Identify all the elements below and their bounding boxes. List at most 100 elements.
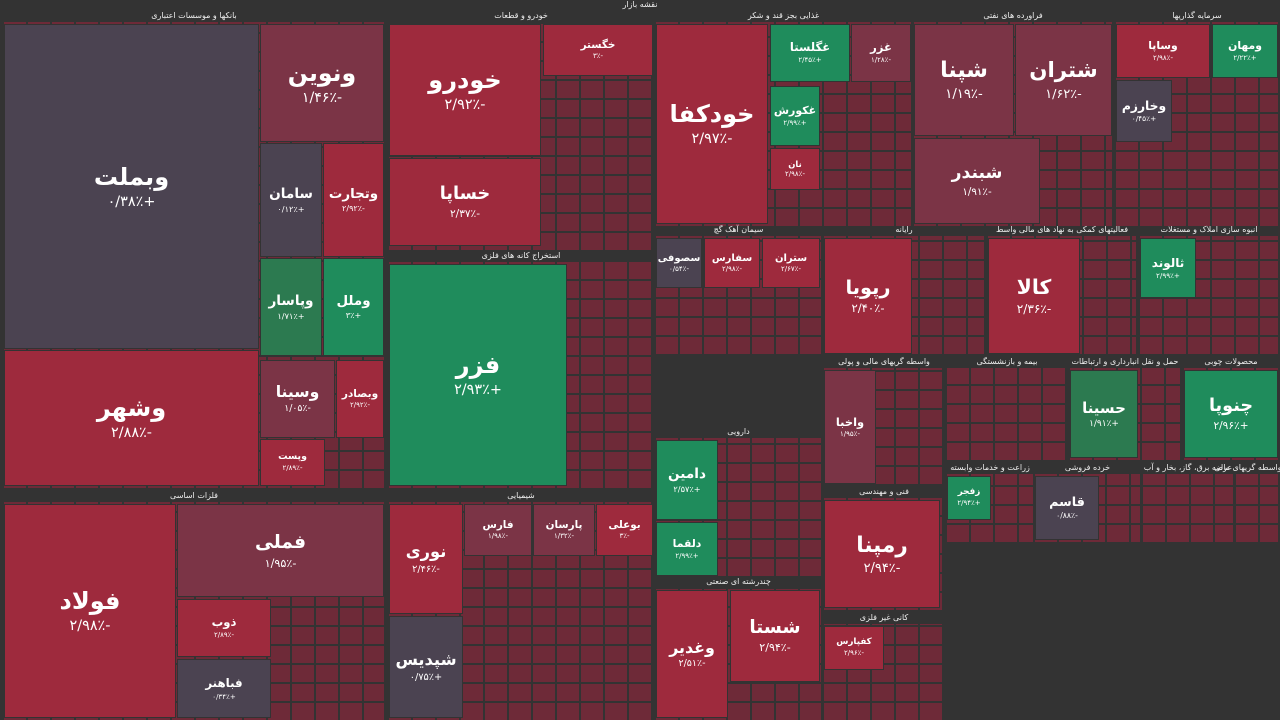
stock-name: نان <box>788 158 802 169</box>
stock-tile[interactable]: نان -۲/۹۸٪ <box>770 148 820 190</box>
stock-tile[interactable]: ذوب -۲/۸۹٪ <box>177 599 271 657</box>
sector-title: شیمیایی <box>507 491 535 500</box>
stock-tile[interactable]: سامان +۰/۱۲٪ <box>260 143 322 257</box>
stock-change: +۳٪ <box>345 310 362 320</box>
stock-name: وغدیر <box>669 637 715 657</box>
stock-name: ونوین <box>287 58 357 87</box>
stock-change: -۲/۴۰٪ <box>851 301 885 316</box>
stock-tile[interactable]: وتجارت -۲/۹۲٪ <box>323 143 384 257</box>
sector-title: حمل و نقل انبارداری و ارتباطات <box>1071 357 1179 366</box>
stock-tile[interactable]: وخارزم +۰/۴۵٪ <box>1116 80 1172 142</box>
stock-name: ثالوند <box>1151 256 1185 271</box>
stock-tile[interactable]: غزر -۱/۲۸٪ <box>851 24 911 82</box>
stock-name: فزر <box>455 351 501 380</box>
stock-tile[interactable]: فزر +۲/۹۳٪ <box>389 264 567 486</box>
stock-name: دامین <box>668 466 706 483</box>
stock-tile[interactable]: وغدیر -۲/۵۱٪ <box>656 590 728 718</box>
stock-name: شپنا <box>940 58 988 84</box>
stock-change: -۳٪ <box>592 52 604 61</box>
stock-tile[interactable]: شپدیس +۰/۷۵٪ <box>389 616 463 718</box>
stock-tile[interactable]: بوعلی -۳٪ <box>596 504 653 556</box>
stock-change: -۲/۶۷٪ <box>781 265 801 274</box>
stock-tile[interactable]: شستا -۲/۹۴٪ <box>730 590 820 682</box>
stock-tile[interactable]: شبندر -۱/۹۱٪ <box>914 138 1040 224</box>
stock-tile[interactable]: فارس -۱/۹۸٪ <box>464 504 532 556</box>
stock-tile[interactable]: غکورش +۲/۹۹٪ <box>770 86 820 146</box>
stock-tile[interactable]: کفپارس -۲/۹۶٪ <box>824 626 884 670</box>
stock-tile[interactable]: خساپا -۲/۳۷٪ <box>389 158 541 246</box>
stock-name: بوعلی <box>608 519 641 532</box>
stock-tile[interactable]: واخبا -۱/۹۵٪ <box>824 370 876 484</box>
stock-tile[interactable]: ثالوند +۲/۹۹٪ <box>1140 238 1196 298</box>
stock-tile[interactable]: خگستر -۳٪ <box>543 24 653 76</box>
stock-name: وتجارت <box>328 186 379 202</box>
stock-tile[interactable]: نوری -۲/۴۶٪ <box>389 504 463 614</box>
stock-change: +۱/۷۱٪ <box>277 310 305 321</box>
sector-title: زراعت و خدمات وابسته <box>950 463 1030 472</box>
stock-tile[interactable]: پارسان -۱/۳۲٪ <box>533 504 595 556</box>
stock-tile[interactable]: وپاسار +۱/۷۱٪ <box>260 258 322 356</box>
stock-tile[interactable]: وبصادر -۲/۹۲٪ <box>336 360 384 438</box>
stock-tile[interactable]: ستران -۲/۶۷٪ <box>762 238 820 288</box>
stock-tile[interactable]: فولاد -۲/۹۸٪ <box>4 504 176 718</box>
stock-tile[interactable]: وشهر -۲/۸۸٪ <box>4 350 259 486</box>
stock-change: +۲/۹۹٪ <box>675 551 699 560</box>
stock-tile[interactable]: رپویا -۲/۴۰٪ <box>824 238 912 354</box>
stock-tile[interactable]: دلقما +۲/۹۹٪ <box>656 522 718 576</box>
stock-name: غکورش <box>773 103 817 117</box>
stock-name: وخارزم <box>1121 98 1167 113</box>
stock-change: +۲/۴۵٪ <box>798 56 822 65</box>
stock-tile[interactable]: فباهنر +۰/۳۴٪ <box>177 659 271 718</box>
stock-tile[interactable]: وبملت +۰/۳۸٪ <box>4 24 259 349</box>
stock-tile[interactable]: حسینا +۱/۹۱٪ <box>1070 370 1138 458</box>
stock-change: -۲/۸۸٪ <box>111 425 152 442</box>
sector-title: بیمه و بازنشستگی <box>976 357 1038 366</box>
stock-change: -۱/۴۶٪ <box>301 90 343 107</box>
stock-tile[interactable]: وساپا -۲/۹۸٪ <box>1116 24 1210 78</box>
stock-tile[interactable]: وسینا -۱/۰۵٪ <box>260 360 335 438</box>
stock-change: -۲/۴۶٪ <box>412 564 440 576</box>
stock-tile[interactable]: فملی -۱/۹۵٪ <box>177 504 384 597</box>
stock-change: -۲/۹۸٪ <box>785 169 805 178</box>
stock-name: وپست <box>278 451 307 463</box>
stock-tile[interactable]: وملل +۳٪ <box>323 258 384 356</box>
stock-tile[interactable]: زفجر +۲/۹۴٪ <box>947 476 991 520</box>
stock-change: +۰/۴۵٪ <box>1131 114 1157 124</box>
stock-tile[interactable]: ومهان +۲/۲۲٪ <box>1212 24 1278 78</box>
stock-tile[interactable]: سفارس -۲/۹۸٪ <box>704 238 760 288</box>
stock-name: نوری <box>405 542 447 562</box>
stock-change: -۲/۹۷٪ <box>691 131 733 148</box>
stock-tile[interactable]: دامین +۲/۵۷٪ <box>656 440 718 520</box>
stock-tile[interactable]: وپست -۲/۸۹٪ <box>260 439 325 486</box>
stock-change: +۲/۹۹٪ <box>1156 271 1180 281</box>
stock-tile[interactable]: غگلستا +۲/۴۵٪ <box>770 24 850 82</box>
stock-tile[interactable]: کالا -۲/۳۶٪ <box>988 238 1080 354</box>
stock-name: وساپا <box>1148 39 1178 52</box>
stock-change: -۲/۹۲٪ <box>342 203 365 213</box>
stock-tile[interactable]: سصوفی -۰/۵۴٪ <box>656 238 702 288</box>
stock-name: رمپنا <box>856 532 908 558</box>
stock-tile[interactable]: ونوین -۱/۴۶٪ <box>260 24 384 142</box>
stock-tile[interactable]: خودکفا -۲/۹۷٪ <box>656 24 768 224</box>
stock-change: +۰/۷۵٪ <box>409 672 443 684</box>
stock-tile[interactable]: شتران -۱/۶۲٪ <box>1015 24 1112 136</box>
stock-change: -۲/۵۱٪ <box>678 658 706 670</box>
stock-tile[interactable]: چنوپا +۲/۹۶٪ <box>1184 370 1278 458</box>
stock-name: فولاد <box>59 587 121 616</box>
stock-change: -۱/۹۵٪ <box>264 556 297 570</box>
sector-title: غذایی بجز قند و شکر <box>747 11 820 20</box>
sector-title: عرضه برق، گاز، بخار و آب <box>1143 463 1233 472</box>
stock-tile[interactable]: خودرو -۲/۹۲٪ <box>389 24 541 156</box>
stock-name: شپدیس <box>395 650 457 670</box>
sector-title: محصولات چوبی <box>1204 357 1258 366</box>
stock-tile[interactable]: قاسم -۰/۸۸٪ <box>1035 476 1099 540</box>
sector-title: سیمان آهک گچ <box>713 225 764 234</box>
stock-name: سامان <box>269 186 313 203</box>
stock-name: ذوب <box>211 615 237 630</box>
stock-name: خگستر <box>580 39 616 52</box>
stock-change: -۲/۹۸٪ <box>1153 53 1173 62</box>
stock-tile[interactable]: شپنا -۱/۱۹٪ <box>914 24 1014 136</box>
stock-tile[interactable]: رمپنا -۲/۹۴٪ <box>824 500 940 608</box>
stock-name: وبملت <box>93 162 170 191</box>
